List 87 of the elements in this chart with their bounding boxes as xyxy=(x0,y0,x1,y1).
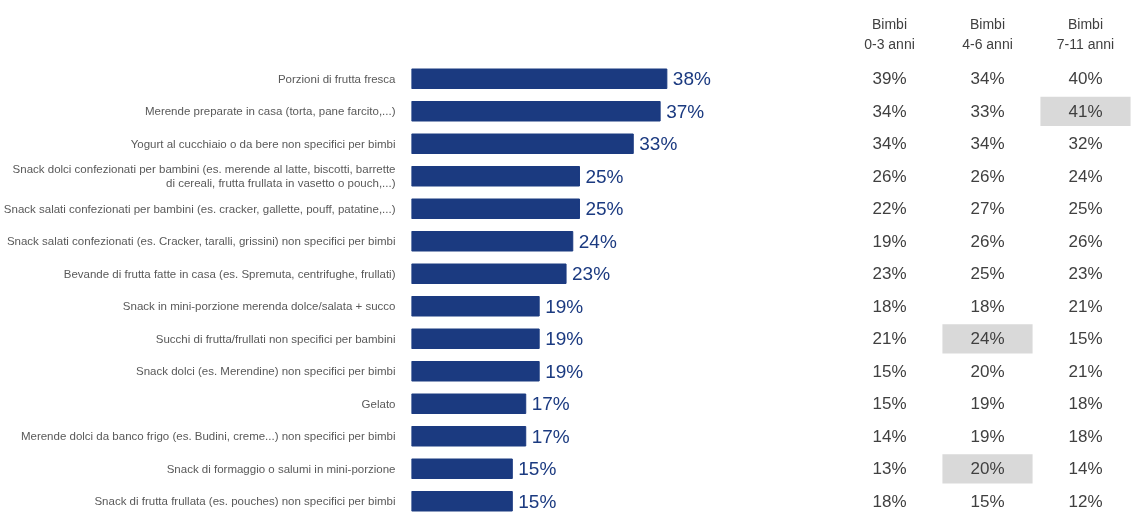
bar xyxy=(411,296,540,317)
y-tick-label: Succhi di frutta/frullati non specifici per bambini xyxy=(155,332,396,345)
y-tick-label: Snack dolci confezionati per bambini (es. merende al latte, biscotti, barrette di cereali, frutta frullata in vasetto o pouch,...) xyxy=(12,163,396,190)
bar xyxy=(411,101,661,122)
data-label: 34% xyxy=(970,69,1005,89)
data-label: 15% xyxy=(1068,329,1103,349)
data-label: 34% xyxy=(970,134,1005,154)
y-tick-label: Porzioni di frutta fresca xyxy=(277,72,397,85)
data-label: 21% xyxy=(1068,361,1103,381)
bar xyxy=(411,68,668,89)
y-tick-label: Merende preparate in casa (torta, pane farcito,...) xyxy=(144,105,396,118)
data-label: 15% xyxy=(872,394,907,414)
data-label: 18% xyxy=(970,296,1005,316)
data-label: 24% xyxy=(970,329,1005,349)
bar xyxy=(411,491,513,512)
data-label: 19% xyxy=(872,231,907,251)
data-label: 24% xyxy=(578,230,617,252)
data-label: 21% xyxy=(872,329,907,349)
y-tick-label: Snack salati confezionati per bambini (es. cracker, gallette, pouff, patatine,...) xyxy=(3,202,396,215)
data-label: 26% xyxy=(1068,231,1103,251)
data-label: 19% xyxy=(970,394,1005,414)
bar xyxy=(411,458,513,479)
data-label: 18% xyxy=(872,296,907,316)
bar xyxy=(411,328,540,349)
y-tick-label: Snack salati confezionati (es. Cracker, taralli, grissini) non specifici per bimbi xyxy=(6,235,396,248)
data-label: 19% xyxy=(545,328,584,350)
y-tick-label: Gelato xyxy=(361,397,396,410)
bar xyxy=(411,133,634,154)
data-label: 40% xyxy=(1068,69,1103,89)
data-label: 18% xyxy=(1068,426,1103,446)
data-label: 23% xyxy=(872,264,907,284)
data-label: 25% xyxy=(1068,199,1103,219)
data-label: 17% xyxy=(531,393,570,415)
bar xyxy=(411,231,574,252)
data-label: 33% xyxy=(970,101,1005,121)
data-label: 12% xyxy=(1068,491,1103,511)
x-tick-label: Bimbi 4-6 anni xyxy=(962,16,1013,52)
data-label: 20% xyxy=(970,361,1005,381)
data-label: 14% xyxy=(872,426,907,446)
data-label: 34% xyxy=(872,134,907,154)
data-label: 27% xyxy=(970,199,1005,219)
data-label: 25% xyxy=(585,198,624,220)
data-label: 24% xyxy=(1068,166,1103,186)
y-tick-label: Snack dolci (es. Merendine) non specifici per bimbi xyxy=(135,365,396,378)
x-tick-label: Bimbi 7-11 anni xyxy=(1056,16,1115,52)
data-label: 23% xyxy=(572,263,611,285)
data-label: 25% xyxy=(970,264,1005,284)
data-label: 19% xyxy=(545,360,584,382)
data-label: 26% xyxy=(872,166,907,186)
data-label: 34% xyxy=(872,101,907,121)
y-tick-label: Merende dolci da banco frigo (es. Budini, creme...) non specifici per bimbi xyxy=(20,430,396,443)
data-label: 39% xyxy=(872,69,907,89)
data-label: 25% xyxy=(585,165,624,187)
data-label: 17% xyxy=(531,425,570,447)
bar xyxy=(411,426,527,447)
data-label: 41% xyxy=(1068,101,1103,121)
data-label: 15% xyxy=(872,361,907,381)
data-label: 15% xyxy=(518,490,557,512)
data-label: 21% xyxy=(1068,296,1103,316)
data-label: 14% xyxy=(1068,459,1103,479)
data-label: 26% xyxy=(970,231,1005,251)
data-label: 33% xyxy=(639,133,678,155)
x-tick-label: Bimbi 0-3 anni xyxy=(864,16,915,52)
data-label: 38% xyxy=(672,68,711,90)
y-tick-label: Bevande di frutta fatte in casa (es. Spremuta, centrifughe, frullati) xyxy=(63,267,396,280)
y-tick-label: Snack di formaggio o salumi in mini-porzione xyxy=(166,462,396,475)
bar xyxy=(411,198,580,219)
data-label: 23% xyxy=(1068,264,1103,284)
bar xyxy=(411,263,567,284)
data-label: 37% xyxy=(666,100,705,122)
data-label: 26% xyxy=(970,166,1005,186)
data-label: 18% xyxy=(872,491,907,511)
data-label: 13% xyxy=(872,459,907,479)
y-tick-label: Snack di frutta frullata (es. pouches) non specifici per bimbi xyxy=(94,495,396,508)
data-label: 20% xyxy=(970,459,1005,479)
y-tick-label: Yogurt al cucchiaio o da bere non specifici per bimbi xyxy=(130,137,396,150)
data-label: 15% xyxy=(970,491,1005,511)
data-label: 19% xyxy=(970,426,1005,446)
data-label: 15% xyxy=(518,458,557,480)
bar xyxy=(411,166,580,187)
data-label: 18% xyxy=(1068,394,1103,414)
data-label: 32% xyxy=(1068,134,1103,154)
y-tick-label: Snack in mini-porzione merenda dolce/salata + succo xyxy=(122,300,396,313)
data-label: 19% xyxy=(545,295,584,317)
data-label: 22% xyxy=(872,199,907,219)
bar xyxy=(411,393,527,414)
bar xyxy=(411,361,540,382)
